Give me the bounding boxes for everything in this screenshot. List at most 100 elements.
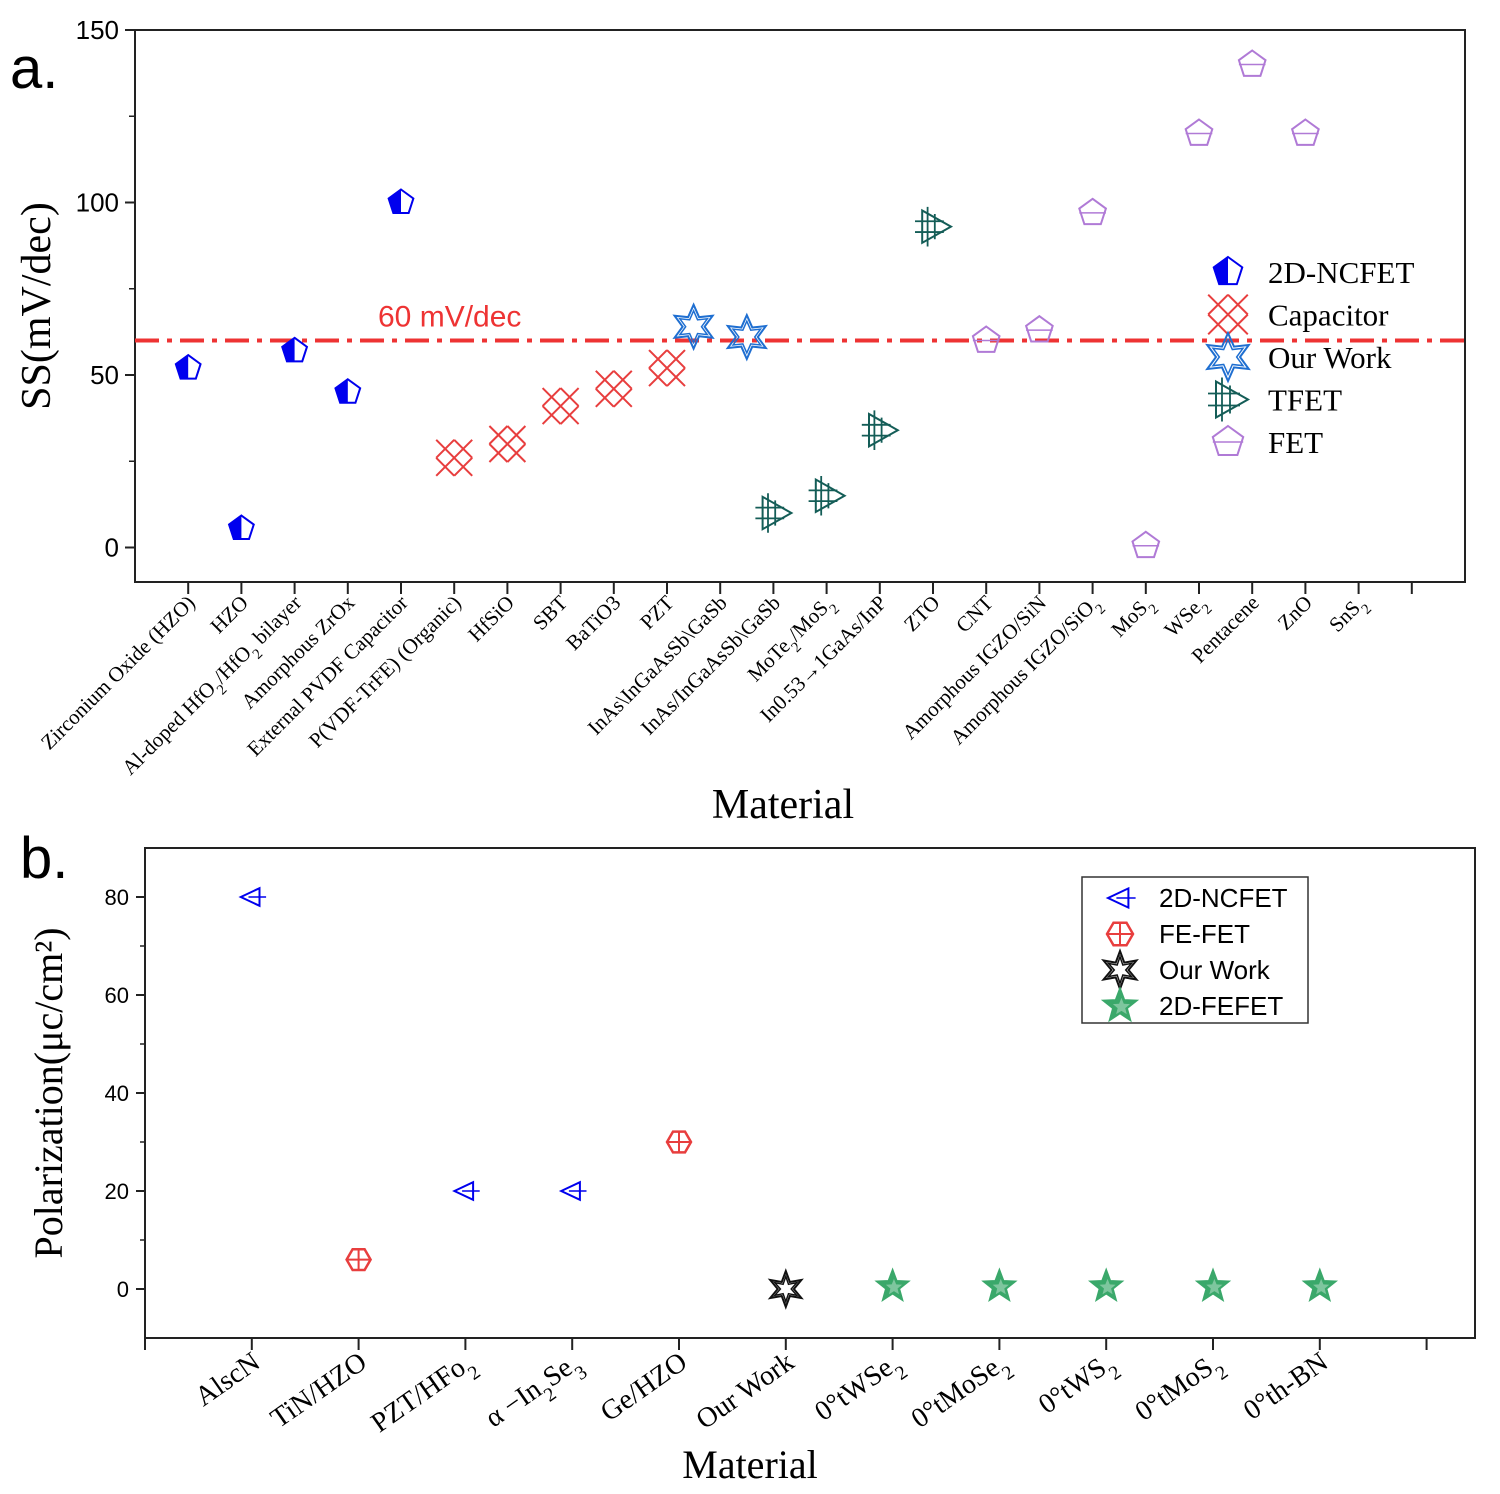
panel-a-y-axis: 0 50 100 150: [76, 15, 135, 563]
data-point-fe-fet: [345, 1247, 373, 1272]
data-point-2d-ncfet: [174, 353, 202, 380]
x-tick-label: Pentacene: [1187, 591, 1264, 668]
data-point-tfet: [755, 493, 794, 533]
panel-b-y-axis-title: Polarization(μc/cm²): [26, 927, 71, 1258]
data-point-2d-ncfet: [227, 514, 255, 541]
legend-marker: [1208, 377, 1251, 422]
data-point-fet: [971, 325, 1001, 353]
y-tick-label: 0: [117, 1277, 129, 1302]
data-point-2d-fefet: [874, 1267, 911, 1303]
legend-label: Capacitor: [1268, 298, 1389, 333]
legend-marker: [1211, 424, 1245, 456]
y-tick-label: 150: [76, 15, 119, 45]
data-point-our-work: [767, 1268, 804, 1310]
data-point-2d-ncfet: [558, 1180, 587, 1202]
panel-b-x-axis-title: Material: [682, 1442, 818, 1487]
x-tick-label: CNT: [951, 590, 998, 637]
data-point-capacitor: [488, 425, 527, 463]
y-tick-label: 80: [105, 885, 129, 910]
data-point-2d-ncfet: [238, 886, 267, 908]
y-tick-label: 20: [105, 1179, 129, 1204]
data-point-capacitor: [648, 349, 686, 387]
panel-a-points: [174, 49, 1320, 559]
y-tick-label: 50: [90, 360, 119, 390]
data-point-2d-ncfet: [387, 188, 415, 215]
x-tick-label: 0°tMoSe2: [906, 1346, 1018, 1441]
data-point-tfet: [861, 410, 900, 450]
legend-label: Our Work: [1159, 955, 1271, 985]
x-tick-label: PZT/HFo2: [366, 1346, 485, 1446]
panel-a-reference: 60 mV/dec: [135, 301, 1465, 343]
x-tick-label: PZT: [635, 590, 678, 633]
data-point-2d-ncfet: [452, 1180, 480, 1202]
legend-label: FE-FET: [1159, 919, 1250, 949]
data-point-fet: [1024, 314, 1054, 343]
panel-a-legend: 2D-NCFET Capacitor Our Work TFET FET: [1205, 255, 1414, 460]
x-tick-label: BaTiO3: [561, 591, 625, 655]
legend-label: 2D-NCFET: [1159, 883, 1288, 913]
panel-b-label: b.: [20, 826, 68, 891]
data-point-2d-fefet: [981, 1267, 1018, 1303]
legend-marker: [1105, 886, 1136, 910]
legend-label: 2D-NCFET: [1268, 255, 1414, 290]
panel-a-x-axis-title: Material: [712, 782, 854, 828]
data-point-2d-ncfet: [334, 378, 362, 404]
legend-marker: [1205, 330, 1251, 384]
y-tick-label: 100: [76, 188, 119, 218]
panel-a-label: a.: [10, 36, 58, 101]
x-tick-label: 0°th-BN: [1238, 1346, 1334, 1426]
data-point-capacitor: [595, 370, 633, 408]
legend-marker: [1207, 293, 1249, 336]
x-tick-label: HfSiO: [463, 591, 519, 647]
data-point-our-work: [672, 302, 715, 352]
y-tick-label: 60: [105, 983, 129, 1008]
panel-b-legend: 2D-NCFET FE-FET Our Work 2D-FEFET: [1081, 876, 1309, 1024]
x-tick-label: ZnO: [1273, 591, 1317, 635]
panel-b-points: [238, 886, 1339, 1310]
y-tick-label: 40: [105, 1081, 129, 1106]
x-tick-label: 0°tMoS2: [1130, 1346, 1232, 1434]
legend-marker: [1100, 985, 1140, 1023]
x-tick-label: Our Work: [691, 1346, 800, 1435]
reference-line-label: 60 mV/dec: [378, 301, 521, 334]
data-point-2d-ncfet: [281, 336, 309, 363]
data-point-fe-fet: [665, 1130, 693, 1154]
legend-marker: [1212, 255, 1244, 286]
data-point-our-work: [725, 312, 768, 362]
x-tick-label: SnS2: [1324, 591, 1375, 642]
x-tick-label: TiN/HZO: [265, 1346, 372, 1434]
x-tick-label: Ge/HZO: [595, 1346, 693, 1428]
x-tick-label: AlscN: [189, 1346, 265, 1412]
data-point-2d-fefet: [1301, 1267, 1339, 1303]
x-tick-label: α −In2Se3: [480, 1346, 592, 1441]
legend-label: 2D-FEFET: [1159, 991, 1283, 1021]
data-point-tfet: [808, 475, 847, 516]
data-point-tfet: [915, 206, 954, 247]
data-point-fet: [1184, 118, 1214, 146]
data-point-2d-fefet: [1087, 1267, 1125, 1303]
x-tick-label: ZTO: [899, 591, 945, 637]
panel-a-chart: a. 0 50 100 150 Zirconium Oxide (HZO) HZOAl-…: [10, 15, 1466, 828]
data-point-2d-fefet: [1194, 1267, 1232, 1303]
panel-a-y-axis-title: SS(mV/dec): [14, 202, 60, 410]
legend-label: FET: [1268, 425, 1323, 460]
x-tick-label: 0°tWSe2: [809, 1346, 911, 1434]
panel-a-plot-frame: [134, 29, 1466, 583]
panel-b-y-axis: 0 20 40 60 80: [105, 885, 145, 1302]
x-tick-label: 0°tWS2: [1033, 1346, 1125, 1427]
x-tick-label: HZO: [205, 591, 252, 638]
data-point-fet: [1237, 49, 1267, 77]
data-point-fet: [1131, 530, 1161, 559]
x-tick-label: SBT: [528, 590, 572, 634]
data-point-fet: [1290, 118, 1320, 146]
legend-label: TFET: [1268, 383, 1342, 418]
x-tick-label: MoS2: [1106, 591, 1162, 647]
y-tick-label: 0: [105, 533, 119, 563]
data-point-capacitor: [541, 387, 580, 425]
legend-marker: [1105, 921, 1135, 947]
data-point-fet: [1078, 197, 1108, 226]
